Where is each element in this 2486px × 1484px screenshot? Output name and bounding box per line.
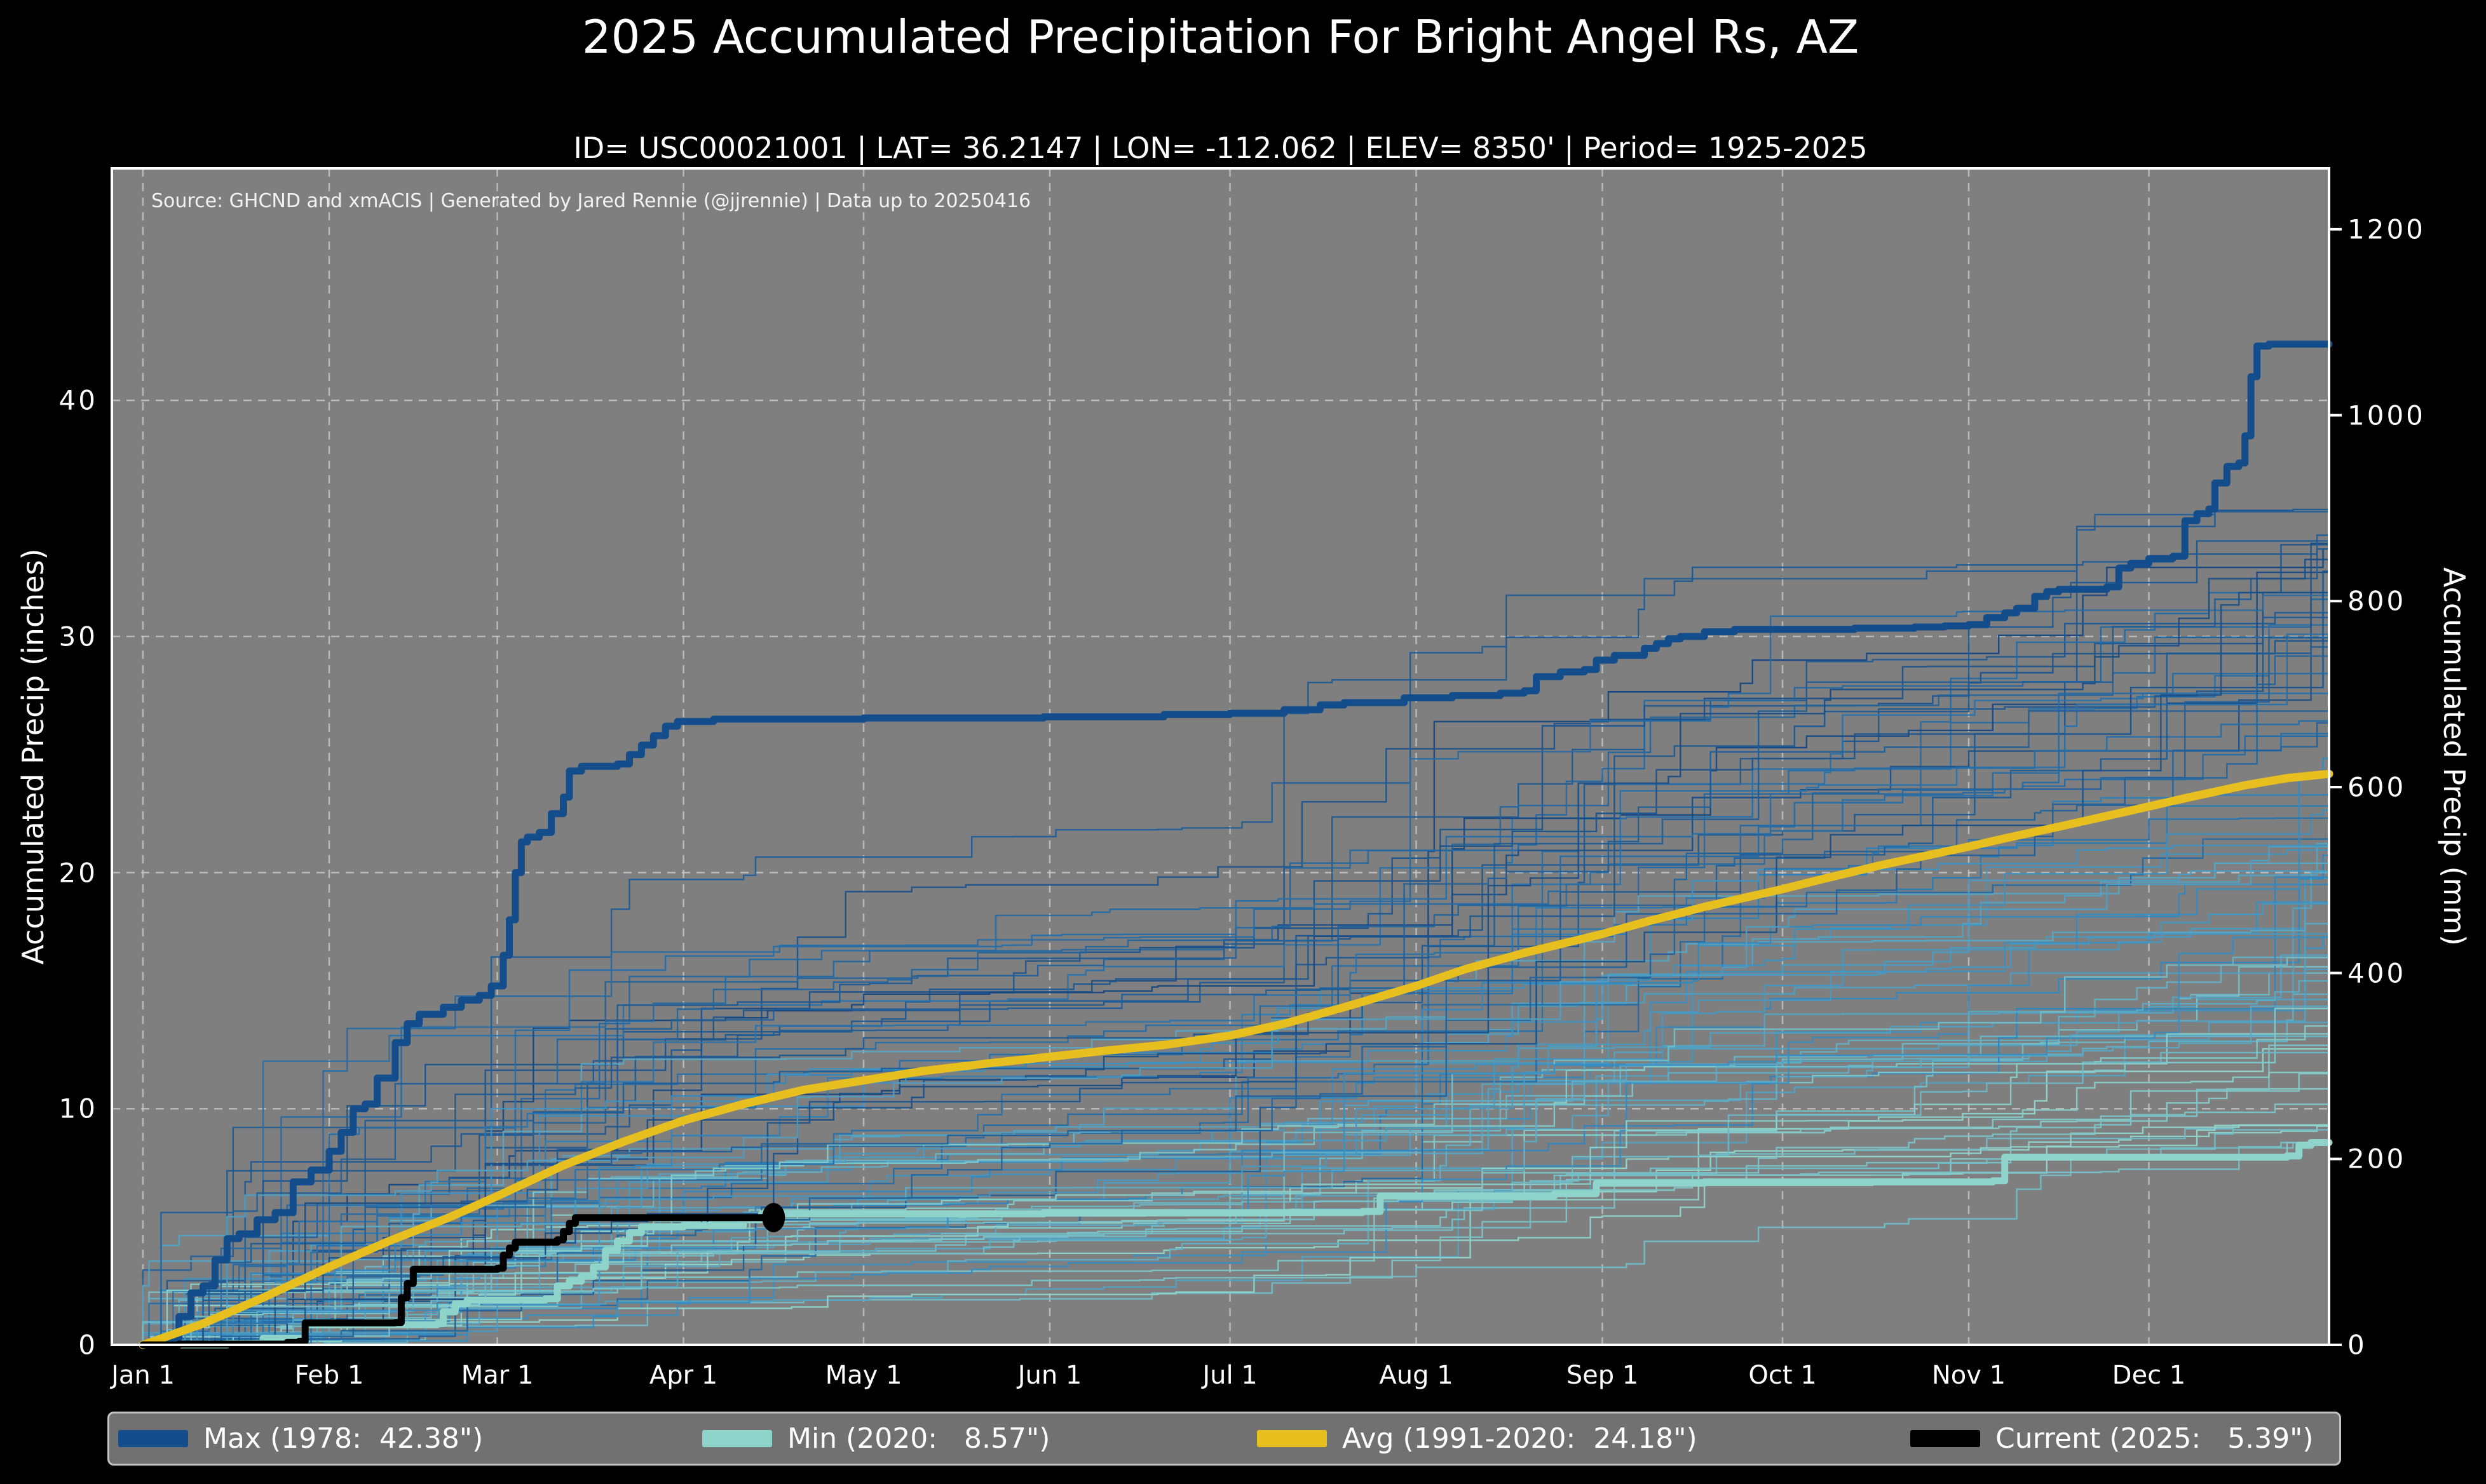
page-subtitle: ID= USC00021001 | LAT= 36.2147 | LON= -1… (573, 131, 1868, 165)
legend: Max (1978: 42.38") Min (2020: 8.57") Avg (… (107, 1412, 2341, 1466)
avg-line (139, 769, 2333, 1349)
year-line (143, 846, 2329, 1346)
x-tick-label: Aug 1 (1379, 1361, 1453, 1390)
x-tick-label: Oct 1 (1748, 1361, 1817, 1390)
y-axis-label-inches: Accumulated Precip (inches) (16, 548, 50, 965)
year-line (143, 1135, 2330, 1346)
year-line (143, 809, 2329, 1346)
x-tick-label: Apr 1 (649, 1361, 718, 1390)
year-line (143, 732, 2329, 1346)
year-line (143, 933, 2329, 1346)
plot-area: Source: GHCND and xmACIS | Generated by … (111, 167, 2342, 1349)
year-line (143, 980, 2329, 1346)
x-tick-label: Jun 1 (1017, 1361, 1082, 1390)
chart-svg (111, 167, 2342, 1349)
year-line (143, 1142, 2329, 1346)
legend-label-max: Max (1978: 42.38") (203, 1422, 484, 1455)
year-line (143, 1088, 2329, 1346)
year-line (143, 1072, 2329, 1346)
plot-border (111, 167, 2330, 1346)
year-line (143, 543, 2329, 1346)
y-left-tick-label: 20 (58, 857, 98, 889)
year-line (143, 805, 2329, 1346)
legend-swatch-avg (1257, 1430, 1327, 1447)
year-line (143, 1103, 2329, 1346)
legend-label-avg: Avg (1991-2020: 24.18") (1342, 1422, 1697, 1455)
legend-swatch-max (118, 1430, 188, 1447)
year-line (143, 1008, 2329, 1346)
year-line (143, 817, 2329, 1346)
y-left-tick-label: 30 (58, 621, 98, 652)
x-tick-label: Mar 1 (461, 1361, 534, 1390)
year-line (143, 1142, 2329, 1346)
x-tick-label: Jul 1 (1202, 1361, 1258, 1390)
y-right-tick-label: 600 (2347, 771, 2407, 803)
y-left-tick-label: 10 (58, 1093, 98, 1124)
y-left-tick-label: 40 (58, 384, 98, 416)
y-left-tick-label: 0 (78, 1329, 98, 1361)
year-line (142, 511, 2329, 1345)
x-tick-label: Sep 1 (1566, 1361, 1639, 1390)
y-right-tick-label: 200 (2347, 1143, 2407, 1175)
year-line (143, 720, 2329, 1346)
y-right-tick-label: 400 (2347, 957, 2407, 989)
year-line (143, 616, 2329, 1346)
year-line (143, 666, 2330, 1346)
current-end-dot (762, 1203, 785, 1232)
y-right-tick-label: 1200 (2347, 213, 2426, 245)
year-line (143, 571, 2329, 1346)
source-note: Source: GHCND and xmACIS | Generated by … (151, 190, 1031, 212)
legend-label-min: Min (2020: 8.57") (787, 1422, 1050, 1455)
x-tick-label: Dec 1 (2112, 1361, 2186, 1390)
page-title: 2025 Accumulated Precipitation For Brigh… (581, 10, 1859, 64)
year-line (143, 591, 2329, 1346)
y-right-tick-label: 1000 (2347, 400, 2426, 431)
y-right-tick-label: 0 (2347, 1329, 2367, 1361)
x-tick-label: Jan 1 (111, 1361, 175, 1390)
x-tick-label: Feb 1 (294, 1361, 364, 1390)
current-line (139, 1214, 777, 1349)
year-line (143, 999, 2329, 1346)
y-right-tick-label: 800 (2347, 585, 2407, 617)
year-line (143, 903, 2329, 1346)
legend-swatch-min (702, 1430, 772, 1447)
year-line (143, 1051, 2329, 1346)
min-line (139, 1139, 2333, 1349)
y-axis-label-mm: Accumulated Precip (mm) (2437, 567, 2471, 947)
year-line (143, 594, 2329, 1346)
year-line (143, 1048, 2329, 1346)
max-line (139, 341, 2333, 1349)
year-line (143, 922, 2329, 1346)
x-tick-label: May 1 (825, 1361, 902, 1390)
year-line (143, 633, 2329, 1346)
year-line (142, 1005, 2329, 1345)
year-line (143, 646, 2329, 1346)
legend-swatch-current (1910, 1430, 1980, 1447)
legend-label-current: Current (2025: 5.39") (1995, 1422, 2314, 1455)
year-line (143, 612, 2329, 1346)
x-tick-label: Nov 1 (1931, 1361, 2006, 1390)
year-line (143, 570, 2329, 1346)
year-line (143, 956, 2329, 1346)
year-line (143, 844, 2329, 1346)
